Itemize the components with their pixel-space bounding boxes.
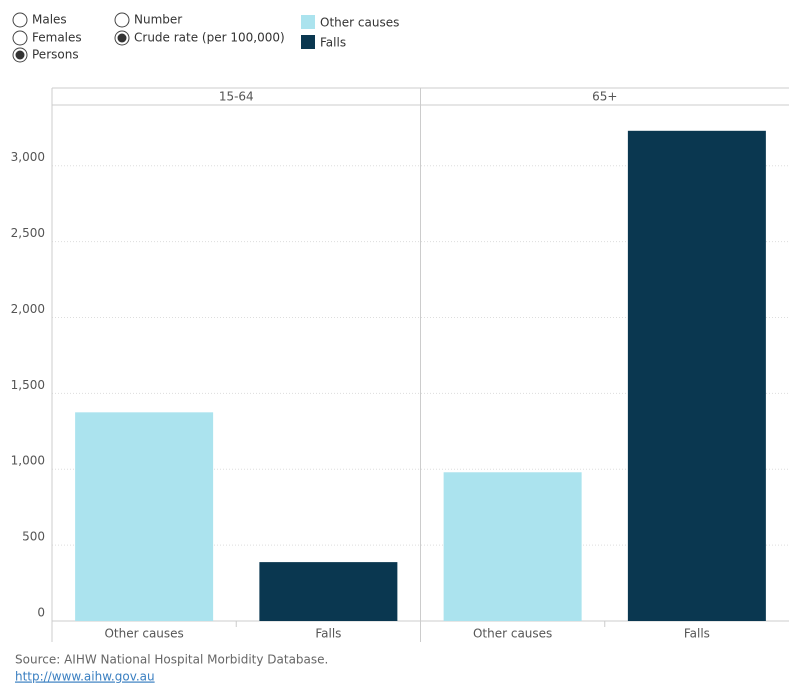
bar xyxy=(627,130,766,622)
y-tick-label: 2,000 xyxy=(11,302,45,316)
y-tick-label: 1,000 xyxy=(11,454,45,468)
bar xyxy=(443,472,582,621)
y-tick-label: 500 xyxy=(22,530,45,544)
radio-label[interactable]: Number xyxy=(134,13,182,27)
radio-dot[interactable] xyxy=(117,33,127,43)
radio-button[interactable] xyxy=(12,12,28,28)
panel-title: 15-64 xyxy=(219,90,254,104)
y-tick-label: 0 xyxy=(37,606,45,620)
legend-swatch xyxy=(301,35,315,49)
radio-label[interactable]: Crude rate (per 100,000) xyxy=(134,31,285,45)
source-note: Source: AIHW National Hospital Morbidity… xyxy=(15,653,328,667)
bar xyxy=(75,412,214,621)
legend-swatch xyxy=(301,15,315,29)
bar xyxy=(259,562,398,621)
x-tick-label: Other causes xyxy=(473,627,552,641)
panel-title: 65+ xyxy=(592,90,617,104)
legend-label: Falls xyxy=(320,36,346,50)
radio-label[interactable]: Males xyxy=(32,13,67,27)
legend-label: Other causes xyxy=(320,16,399,30)
source-link[interactable]: http://www.aihw.gov.au xyxy=(15,670,155,684)
x-tick-label: Other causes xyxy=(104,627,183,641)
radio-label[interactable]: Females xyxy=(32,31,82,45)
radio-button[interactable] xyxy=(114,12,130,28)
x-tick-label: Falls xyxy=(684,627,710,641)
y-tick-label: 3,000 xyxy=(11,150,45,164)
radio-button[interactable] xyxy=(12,30,28,46)
radio-label[interactable]: Persons xyxy=(32,48,79,62)
x-tick-label: Falls xyxy=(315,627,341,641)
y-tick-label: 1,500 xyxy=(11,378,45,392)
y-tick-label: 2,500 xyxy=(11,226,45,240)
radio-dot[interactable] xyxy=(15,50,25,60)
